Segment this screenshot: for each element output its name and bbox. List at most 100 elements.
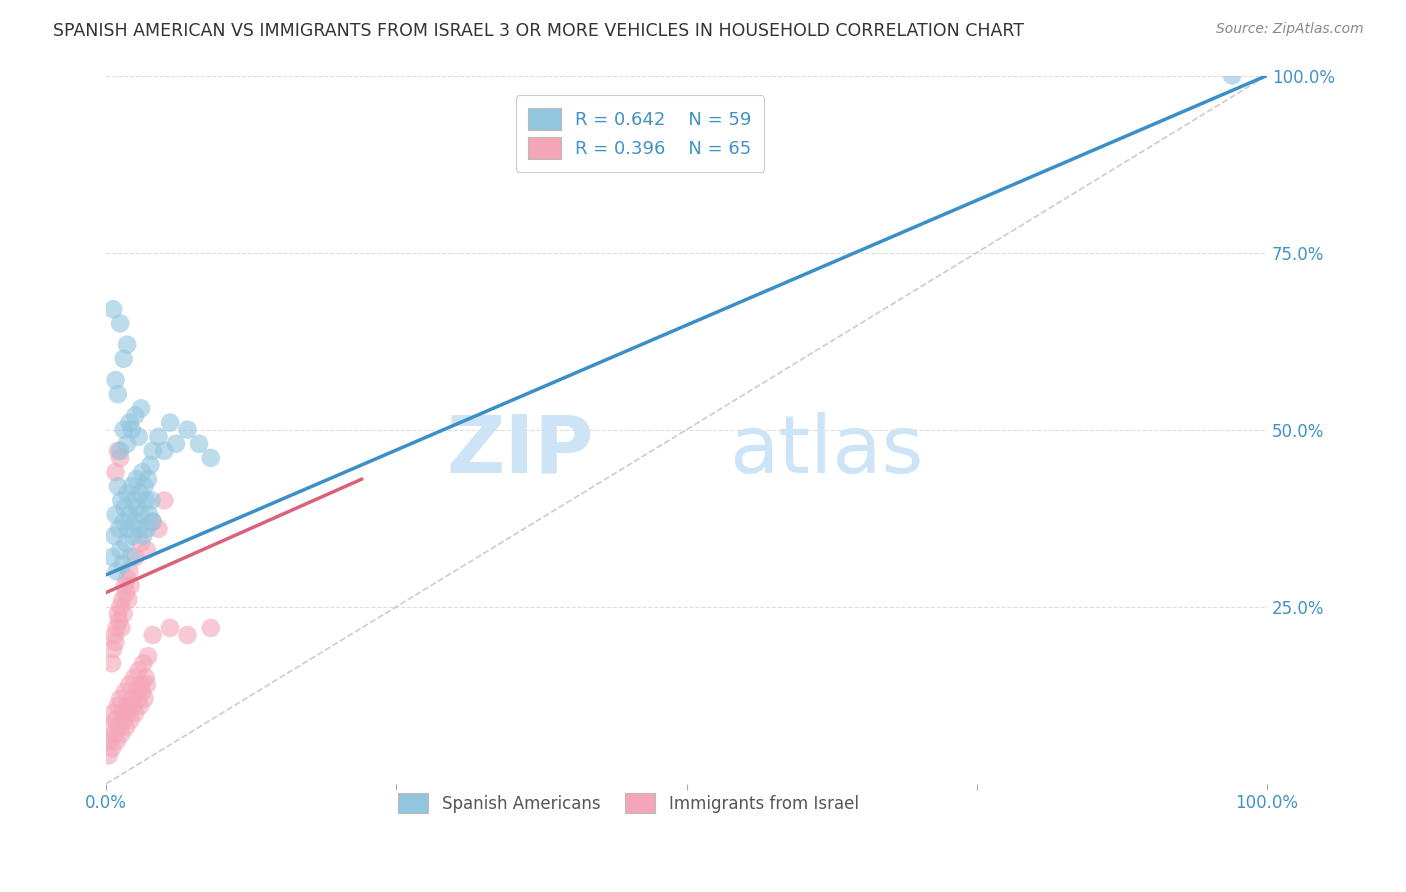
Point <box>115 571 138 585</box>
Point <box>188 437 211 451</box>
Point <box>131 465 153 479</box>
Point <box>153 443 176 458</box>
Point <box>104 465 127 479</box>
Point <box>132 529 155 543</box>
Point <box>117 522 139 536</box>
Point <box>108 599 131 614</box>
Point <box>159 416 181 430</box>
Text: ZIP: ZIP <box>447 412 593 490</box>
Point <box>115 337 138 351</box>
Point <box>125 472 148 486</box>
Point <box>127 691 149 706</box>
Point <box>153 493 176 508</box>
Point <box>200 621 222 635</box>
Point <box>138 508 160 522</box>
Point <box>112 607 135 621</box>
Point <box>135 677 157 691</box>
Point <box>127 500 149 515</box>
Point <box>128 664 150 678</box>
Point <box>107 607 129 621</box>
Point <box>115 486 138 500</box>
Text: atlas: atlas <box>728 412 922 490</box>
Point <box>103 302 125 317</box>
Point <box>129 401 152 416</box>
Point <box>108 522 131 536</box>
Point <box>128 430 150 444</box>
Point <box>142 443 165 458</box>
Point <box>176 423 198 437</box>
Text: Source: ZipAtlas.com: Source: ZipAtlas.com <box>1216 22 1364 37</box>
Point <box>107 387 129 401</box>
Point <box>120 713 142 727</box>
Point <box>97 748 120 763</box>
Point <box>134 479 156 493</box>
Point <box>104 713 127 727</box>
Point <box>117 592 139 607</box>
Point <box>122 493 145 508</box>
Point <box>112 423 135 437</box>
Point <box>112 713 135 727</box>
Point <box>120 578 142 592</box>
Point <box>135 543 157 558</box>
Point <box>118 677 141 691</box>
Point <box>108 450 131 465</box>
Point <box>114 500 136 515</box>
Point <box>110 621 132 635</box>
Point <box>132 657 155 671</box>
Point <box>129 508 152 522</box>
Point <box>110 727 132 741</box>
Point <box>176 628 198 642</box>
Point <box>135 522 157 536</box>
Point <box>121 479 143 493</box>
Point <box>111 706 134 720</box>
Point <box>111 557 134 571</box>
Point <box>124 409 146 423</box>
Point <box>108 691 131 706</box>
Point <box>124 515 146 529</box>
Text: SPANISH AMERICAN VS IMMIGRANTS FROM ISRAEL 3 OR MORE VEHICLES IN HOUSEHOLD CORRE: SPANISH AMERICAN VS IMMIGRANTS FROM ISRA… <box>53 22 1025 40</box>
Point <box>108 543 131 558</box>
Point <box>118 416 141 430</box>
Point <box>141 493 163 508</box>
Point <box>122 698 145 713</box>
Point <box>128 486 150 500</box>
Point <box>135 671 157 685</box>
Point <box>148 430 170 444</box>
Point <box>114 684 136 698</box>
Point <box>100 720 122 734</box>
Point <box>148 522 170 536</box>
Point <box>115 585 138 599</box>
Point <box>121 691 143 706</box>
Point <box>107 698 129 713</box>
Point <box>108 614 131 628</box>
Point <box>104 373 127 387</box>
Point <box>125 684 148 698</box>
Point <box>103 727 125 741</box>
Point <box>114 578 136 592</box>
Point <box>142 515 165 529</box>
Point <box>107 479 129 493</box>
Point <box>115 720 138 734</box>
Point <box>105 734 128 748</box>
Point <box>128 698 150 713</box>
Point <box>107 443 129 458</box>
Point <box>142 628 165 642</box>
Point <box>139 458 162 472</box>
Point <box>165 437 187 451</box>
Point <box>103 642 125 657</box>
Point <box>1220 69 1243 83</box>
Point <box>105 564 128 578</box>
Point <box>103 628 125 642</box>
Point <box>115 536 138 550</box>
Point <box>135 493 157 508</box>
Point <box>122 671 145 685</box>
Point <box>200 450 222 465</box>
Point <box>122 529 145 543</box>
Point <box>118 508 141 522</box>
Point <box>117 706 139 720</box>
Point <box>108 443 131 458</box>
Point <box>105 621 128 635</box>
Point <box>101 657 124 671</box>
Point <box>101 741 124 756</box>
Point <box>131 684 153 698</box>
